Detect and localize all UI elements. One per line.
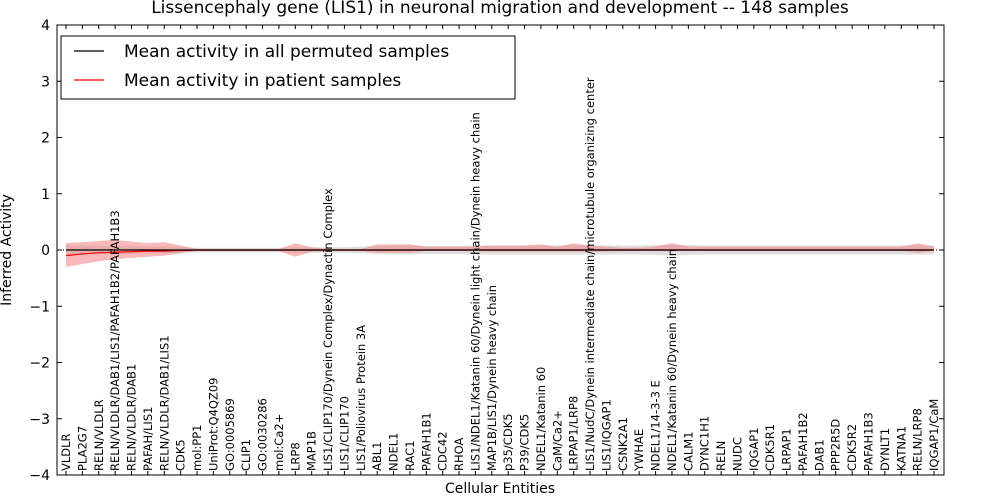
x-tick-label: CDK5R2	[845, 424, 859, 471]
x-tick-label: DAB1	[812, 439, 826, 471]
x-tick-label: GO:0030286	[256, 398, 270, 471]
x-tick-label: NDEL1/Katanin 60	[534, 367, 548, 471]
x-tick-label: LIS1/CLIP170	[337, 396, 351, 471]
x-tick-label: LRP8	[288, 442, 302, 471]
legend: Mean activity in all permuted samples Me…	[60, 35, 516, 100]
x-tick-label: p35/CDK5	[501, 413, 515, 471]
x-tick-label: LRPAP1	[780, 428, 794, 471]
x-tick-label: mol:Ca2+	[272, 414, 286, 471]
x-tick-label: LIS1/Poliovirus Protein 3A	[354, 325, 368, 471]
y-axis-label: Inferred Activity	[0, 194, 15, 306]
x-tick-label: YWHAE	[632, 429, 646, 472]
y-tick-label: 2	[41, 131, 50, 147]
x-tick-label: mol:PP1	[190, 425, 204, 472]
x-tick-label: CALM1	[681, 431, 695, 471]
x-tick-label: MAP1B	[305, 431, 319, 471]
x-tick-label: CDC42	[436, 431, 450, 471]
x-tick-label: CDK5R1	[763, 424, 777, 471]
x-tick-label: NDEL1/Katanin 60/Dynein heavy chain	[665, 249, 679, 471]
x-tick-label: RELN/VLDLR	[92, 399, 106, 471]
x-tick-label: LRPAP1/LRP8	[567, 396, 581, 471]
x-tick-label: CaM/Ca2+	[550, 410, 564, 471]
legend-label-patient: Mean activity in patient samples	[124, 71, 401, 91]
legend-box	[60, 35, 516, 100]
x-tick-label: PAFAH1B3	[861, 412, 875, 471]
x-tick-label: RELN/VLDLR/DAB1/LIS1	[157, 335, 171, 471]
x-tick-label: PAFAH1B1	[419, 412, 433, 471]
x-tick-label: RHOA	[452, 438, 466, 471]
x-tick-label: ABL1	[370, 442, 384, 471]
x-tick-label: RAC1	[403, 440, 417, 471]
x-tick-label: CSNK2A1	[616, 417, 630, 471]
x-tick-label: IQGAP1	[747, 428, 761, 471]
x-tick-label: IQGAP1/CaM	[927, 399, 941, 471]
y-tick-label: 3	[41, 74, 50, 90]
x-tick-label: RELN/VLDLR/DAB1/LIS1/PAFAH1B2/PAFAH1B3	[108, 210, 122, 471]
patient-band	[66, 239, 934, 267]
x-tick-label: UniProt:Q4QZ09	[206, 378, 220, 471]
x-tick-label: P39/CDK5	[518, 414, 532, 471]
x-tick-label: GO:0005869	[223, 398, 237, 471]
x-tick-label: NUDC	[730, 437, 744, 471]
y-tick-label: 0	[41, 243, 50, 259]
x-tick-label: NDEL1	[387, 433, 401, 471]
x-tick-label: LIS1/NudC/Dynein intermediate chain/micr…	[583, 77, 597, 471]
x-tick-label: VLDLR	[59, 433, 73, 471]
legend-label-permuted: Mean activity in all permuted samples	[124, 42, 449, 62]
x-axis-label: Cellular Entities	[445, 481, 555, 497]
x-tick-label: RELN	[714, 441, 728, 471]
x-tick-label: NDEL1/14-3-3 E	[649, 380, 663, 471]
x-tick-label: LIS1/IQGAP1	[599, 399, 613, 471]
y-tick-label: −1	[29, 299, 50, 315]
x-tick-label: PAFAH1B2	[796, 412, 810, 471]
x-tick-label: DYNC1H1	[698, 416, 712, 471]
y-tick-label: 1	[41, 187, 50, 203]
x-tick-label: PLA2G7	[75, 426, 89, 471]
x-tick-label: PAFAH/LIS1	[141, 407, 155, 471]
x-tick-label: PPP2R5D	[829, 419, 843, 471]
x-tick-label: KATNA1	[894, 426, 908, 471]
x-tick-label: CLIP1	[239, 439, 253, 471]
x-tick-label: LIS1/CLIP170/Dynein Complex/Dynactin Com…	[321, 188, 335, 471]
y-tick-label: −2	[29, 356, 50, 372]
x-tick-label: MAP1B/LIS1/Dynein heavy chain	[485, 285, 499, 471]
y-tick-label: −3	[29, 412, 50, 428]
y-tick-label: −4	[29, 468, 50, 484]
chart-title: Lissencephaly gene (LIS1) in neuronal mi…	[151, 0, 849, 18]
x-tick-label: RELN/LRP8	[911, 408, 925, 471]
x-tick-label: DYNLT1	[878, 428, 892, 471]
x-tick-label: RELN/VLDLR/DAB1	[125, 364, 139, 471]
y-tick-label: 4	[41, 18, 50, 34]
x-tick-label: LIS1/NDEL1/Katanin 60/Dynein light chain…	[468, 112, 482, 471]
x-tick-label: CDK5	[174, 439, 188, 471]
